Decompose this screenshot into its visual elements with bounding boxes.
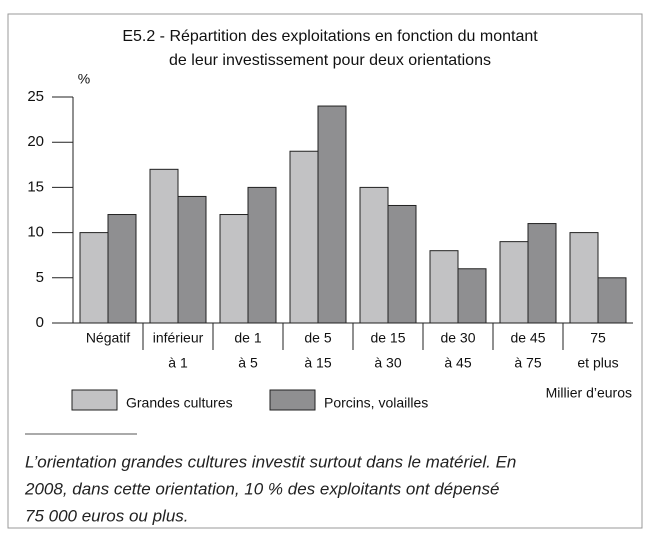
x-tick-label: de 45 bbox=[510, 330, 545, 346]
y-tick-label: 25 bbox=[27, 88, 44, 105]
chart-title: E5.2 - Répartition des exploitations en … bbox=[122, 28, 538, 45]
note-line: L’orientation grandes cultures investit … bbox=[25, 452, 516, 471]
legend-swatch bbox=[269, 389, 316, 411]
x-tick-label: à 1 bbox=[168, 355, 188, 371]
x-tick-label: Négatif bbox=[86, 330, 130, 346]
x-tick-label: 75 bbox=[590, 330, 606, 346]
bar bbox=[499, 241, 529, 324]
x-tick-label: de 30 bbox=[440, 330, 475, 346]
y-tick-label: 5 bbox=[36, 269, 44, 286]
legend-swatch bbox=[71, 389, 118, 411]
note-line: 75 000 euros ou plus. bbox=[25, 506, 189, 525]
x-tick-label: à 75 bbox=[514, 355, 541, 371]
bar bbox=[247, 186, 277, 324]
x-tick-label: de 1 bbox=[234, 330, 261, 346]
x-tick-label: de 15 bbox=[370, 330, 405, 346]
y-tick-label: 10 bbox=[27, 224, 44, 241]
y-axis-label: % bbox=[78, 71, 90, 87]
bar bbox=[387, 204, 417, 324]
bar bbox=[289, 150, 319, 324]
bar bbox=[79, 232, 109, 324]
x-tick-label: à 45 bbox=[444, 355, 471, 371]
bar bbox=[597, 277, 627, 324]
bar bbox=[107, 214, 137, 324]
bar bbox=[527, 223, 557, 324]
legend-label: Porcins, volailles bbox=[324, 395, 428, 411]
x-tick-label: à 15 bbox=[304, 355, 331, 371]
x-tick-label: à 30 bbox=[374, 355, 401, 371]
bar bbox=[149, 168, 179, 324]
bar bbox=[457, 268, 487, 324]
chart-title: de leur investissement pour deux orienta… bbox=[169, 52, 491, 69]
note-line: 2008, dans cette orientation, 10 % des e… bbox=[24, 479, 499, 498]
y-tick-label: 20 bbox=[27, 133, 44, 150]
bar bbox=[177, 195, 207, 324]
x-tick-label: inférieur bbox=[153, 330, 204, 346]
x-tick-label: de 5 bbox=[304, 330, 331, 346]
bar bbox=[317, 105, 347, 324]
bar bbox=[219, 214, 249, 324]
legend-label: Grandes cultures bbox=[126, 395, 233, 411]
bar bbox=[569, 232, 599, 324]
y-tick-label: 0 bbox=[36, 314, 44, 331]
y-tick-label: 15 bbox=[27, 178, 44, 195]
bar bbox=[429, 250, 459, 324]
bar bbox=[359, 186, 389, 324]
x-tick-label: à 5 bbox=[238, 355, 258, 371]
x-tick-label: et plus bbox=[577, 355, 618, 371]
x-axis-label: Millier d’euros bbox=[546, 385, 632, 401]
